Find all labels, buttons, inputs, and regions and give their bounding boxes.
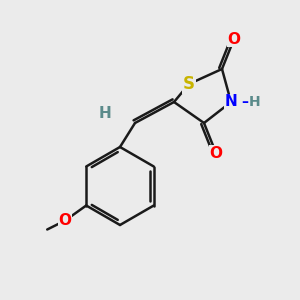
Text: S: S [183,75,195,93]
Text: O: O [209,146,223,160]
Text: –: – [241,95,248,109]
Text: N: N [225,94,237,110]
Text: O: O [227,32,241,46]
Text: H: H [99,106,111,122]
Text: H: H [249,95,261,109]
Text: O: O [59,213,72,228]
